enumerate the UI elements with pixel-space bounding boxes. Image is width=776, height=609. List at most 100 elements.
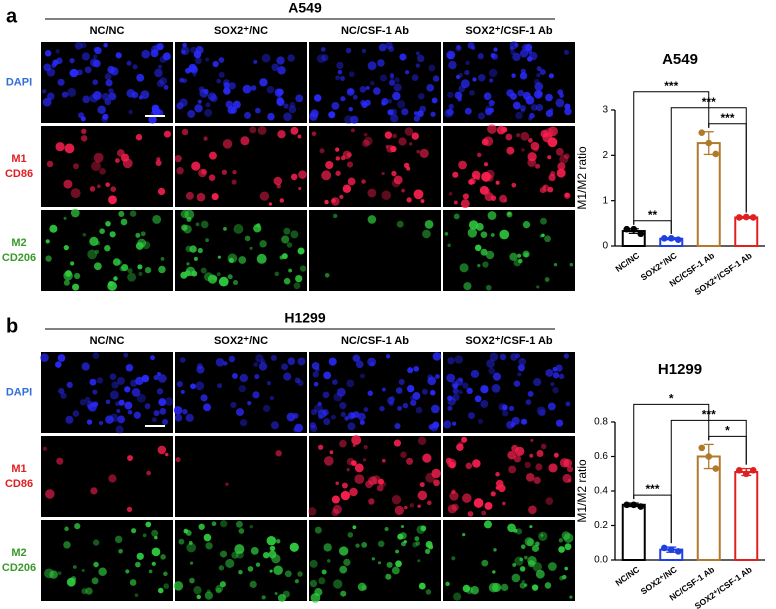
micrograph xyxy=(309,126,441,207)
cell-dot xyxy=(447,397,456,406)
cell-dot xyxy=(99,228,105,234)
cell-dot xyxy=(212,60,219,68)
cell-dot xyxy=(518,258,523,264)
cell-dot xyxy=(500,583,509,592)
micrograph xyxy=(443,520,575,601)
data-point xyxy=(674,548,682,555)
significance-label: *** xyxy=(720,111,734,125)
cell-dot xyxy=(409,142,413,146)
cell-dot xyxy=(488,78,494,83)
cell-dot xyxy=(181,128,189,136)
cell-dot xyxy=(344,416,349,421)
cell-dot xyxy=(294,579,299,584)
cell-dot xyxy=(481,510,487,516)
cell-dot xyxy=(481,138,489,146)
cell-dot xyxy=(425,548,431,554)
cell-dot xyxy=(367,390,373,396)
micrograph xyxy=(41,41,173,124)
cell-dot xyxy=(511,416,520,425)
cell-dot xyxy=(347,177,356,186)
cell-dot xyxy=(105,220,111,227)
cell-dot xyxy=(484,501,493,510)
cell-dot xyxy=(360,373,365,379)
cell-dot xyxy=(158,64,163,69)
cell-dot xyxy=(465,60,470,66)
cell-dot xyxy=(513,455,522,463)
cell-dot xyxy=(355,543,360,548)
cell-dot xyxy=(545,93,553,102)
cell-dot xyxy=(333,579,343,589)
cell-dot xyxy=(287,357,296,366)
cell-dot xyxy=(533,476,541,484)
cell-dot xyxy=(176,167,184,175)
cell-dot xyxy=(540,533,544,537)
cell-dot xyxy=(159,77,168,86)
cell-dot xyxy=(99,167,106,175)
cell-dot xyxy=(276,56,285,65)
cell-dot xyxy=(151,547,161,557)
cell-dot xyxy=(276,88,284,96)
micrograph xyxy=(443,210,575,291)
cell-dot xyxy=(225,482,229,486)
cell-dot xyxy=(411,74,419,81)
column-header: NC/CSF-1 Ab xyxy=(341,25,409,37)
cell-dot xyxy=(180,389,185,394)
micrograph xyxy=(309,210,441,291)
cell-dot xyxy=(361,179,366,184)
cell-dot xyxy=(378,43,387,52)
cell-dot xyxy=(357,412,366,421)
cell-dot xyxy=(135,133,143,141)
cell-dot xyxy=(390,395,396,401)
cell-dot xyxy=(103,42,108,48)
cell-dot xyxy=(385,573,392,580)
cell-dot xyxy=(535,163,541,169)
cell-dot xyxy=(354,474,365,485)
cell-dot xyxy=(567,478,572,483)
cell-dot xyxy=(362,139,370,148)
cell-dot xyxy=(367,61,377,71)
cell-dot xyxy=(391,495,402,505)
cell-dot xyxy=(536,90,543,97)
cell-dot xyxy=(309,112,318,121)
cell-dot xyxy=(238,569,243,575)
cell-dot xyxy=(205,542,213,550)
cell-dot xyxy=(89,378,97,386)
cell-dot xyxy=(109,413,119,423)
cell-dot xyxy=(456,443,464,451)
cell-dot xyxy=(126,506,133,513)
cell-dot xyxy=(215,587,222,594)
cell-dot xyxy=(519,582,526,589)
cell-dot xyxy=(174,155,182,163)
cell-dot xyxy=(341,482,348,489)
cell-dot xyxy=(369,80,375,86)
cell-dot xyxy=(519,566,526,572)
cell-dot xyxy=(268,202,273,206)
micrograph-background xyxy=(41,436,173,517)
cell-dot xyxy=(444,232,449,236)
cell-dot xyxy=(352,94,358,100)
cell-dot xyxy=(329,450,334,455)
cell-dot xyxy=(197,99,202,104)
cell-dot xyxy=(525,473,535,482)
cell-dot xyxy=(470,586,479,595)
cell-dot xyxy=(114,535,123,544)
cell-dot xyxy=(113,276,118,281)
cell-dot xyxy=(331,508,340,517)
cell-dot xyxy=(491,383,501,393)
cell-dot xyxy=(227,274,233,280)
cell-dot xyxy=(151,417,157,423)
cell-dot xyxy=(548,73,554,79)
cell-dot xyxy=(121,264,129,272)
cell-dot xyxy=(60,392,67,399)
cell-dot xyxy=(324,272,330,278)
cell-dot xyxy=(159,407,167,415)
cell-dot xyxy=(480,400,489,408)
y-tick-label: 0.8 xyxy=(594,417,608,428)
cell-dot xyxy=(295,274,303,283)
cell-dot xyxy=(180,271,188,279)
cell-dot xyxy=(66,381,73,389)
cell-dot xyxy=(187,109,196,118)
cell-dot xyxy=(471,170,481,180)
cell-dot xyxy=(488,68,498,78)
cell-dot xyxy=(238,256,247,264)
